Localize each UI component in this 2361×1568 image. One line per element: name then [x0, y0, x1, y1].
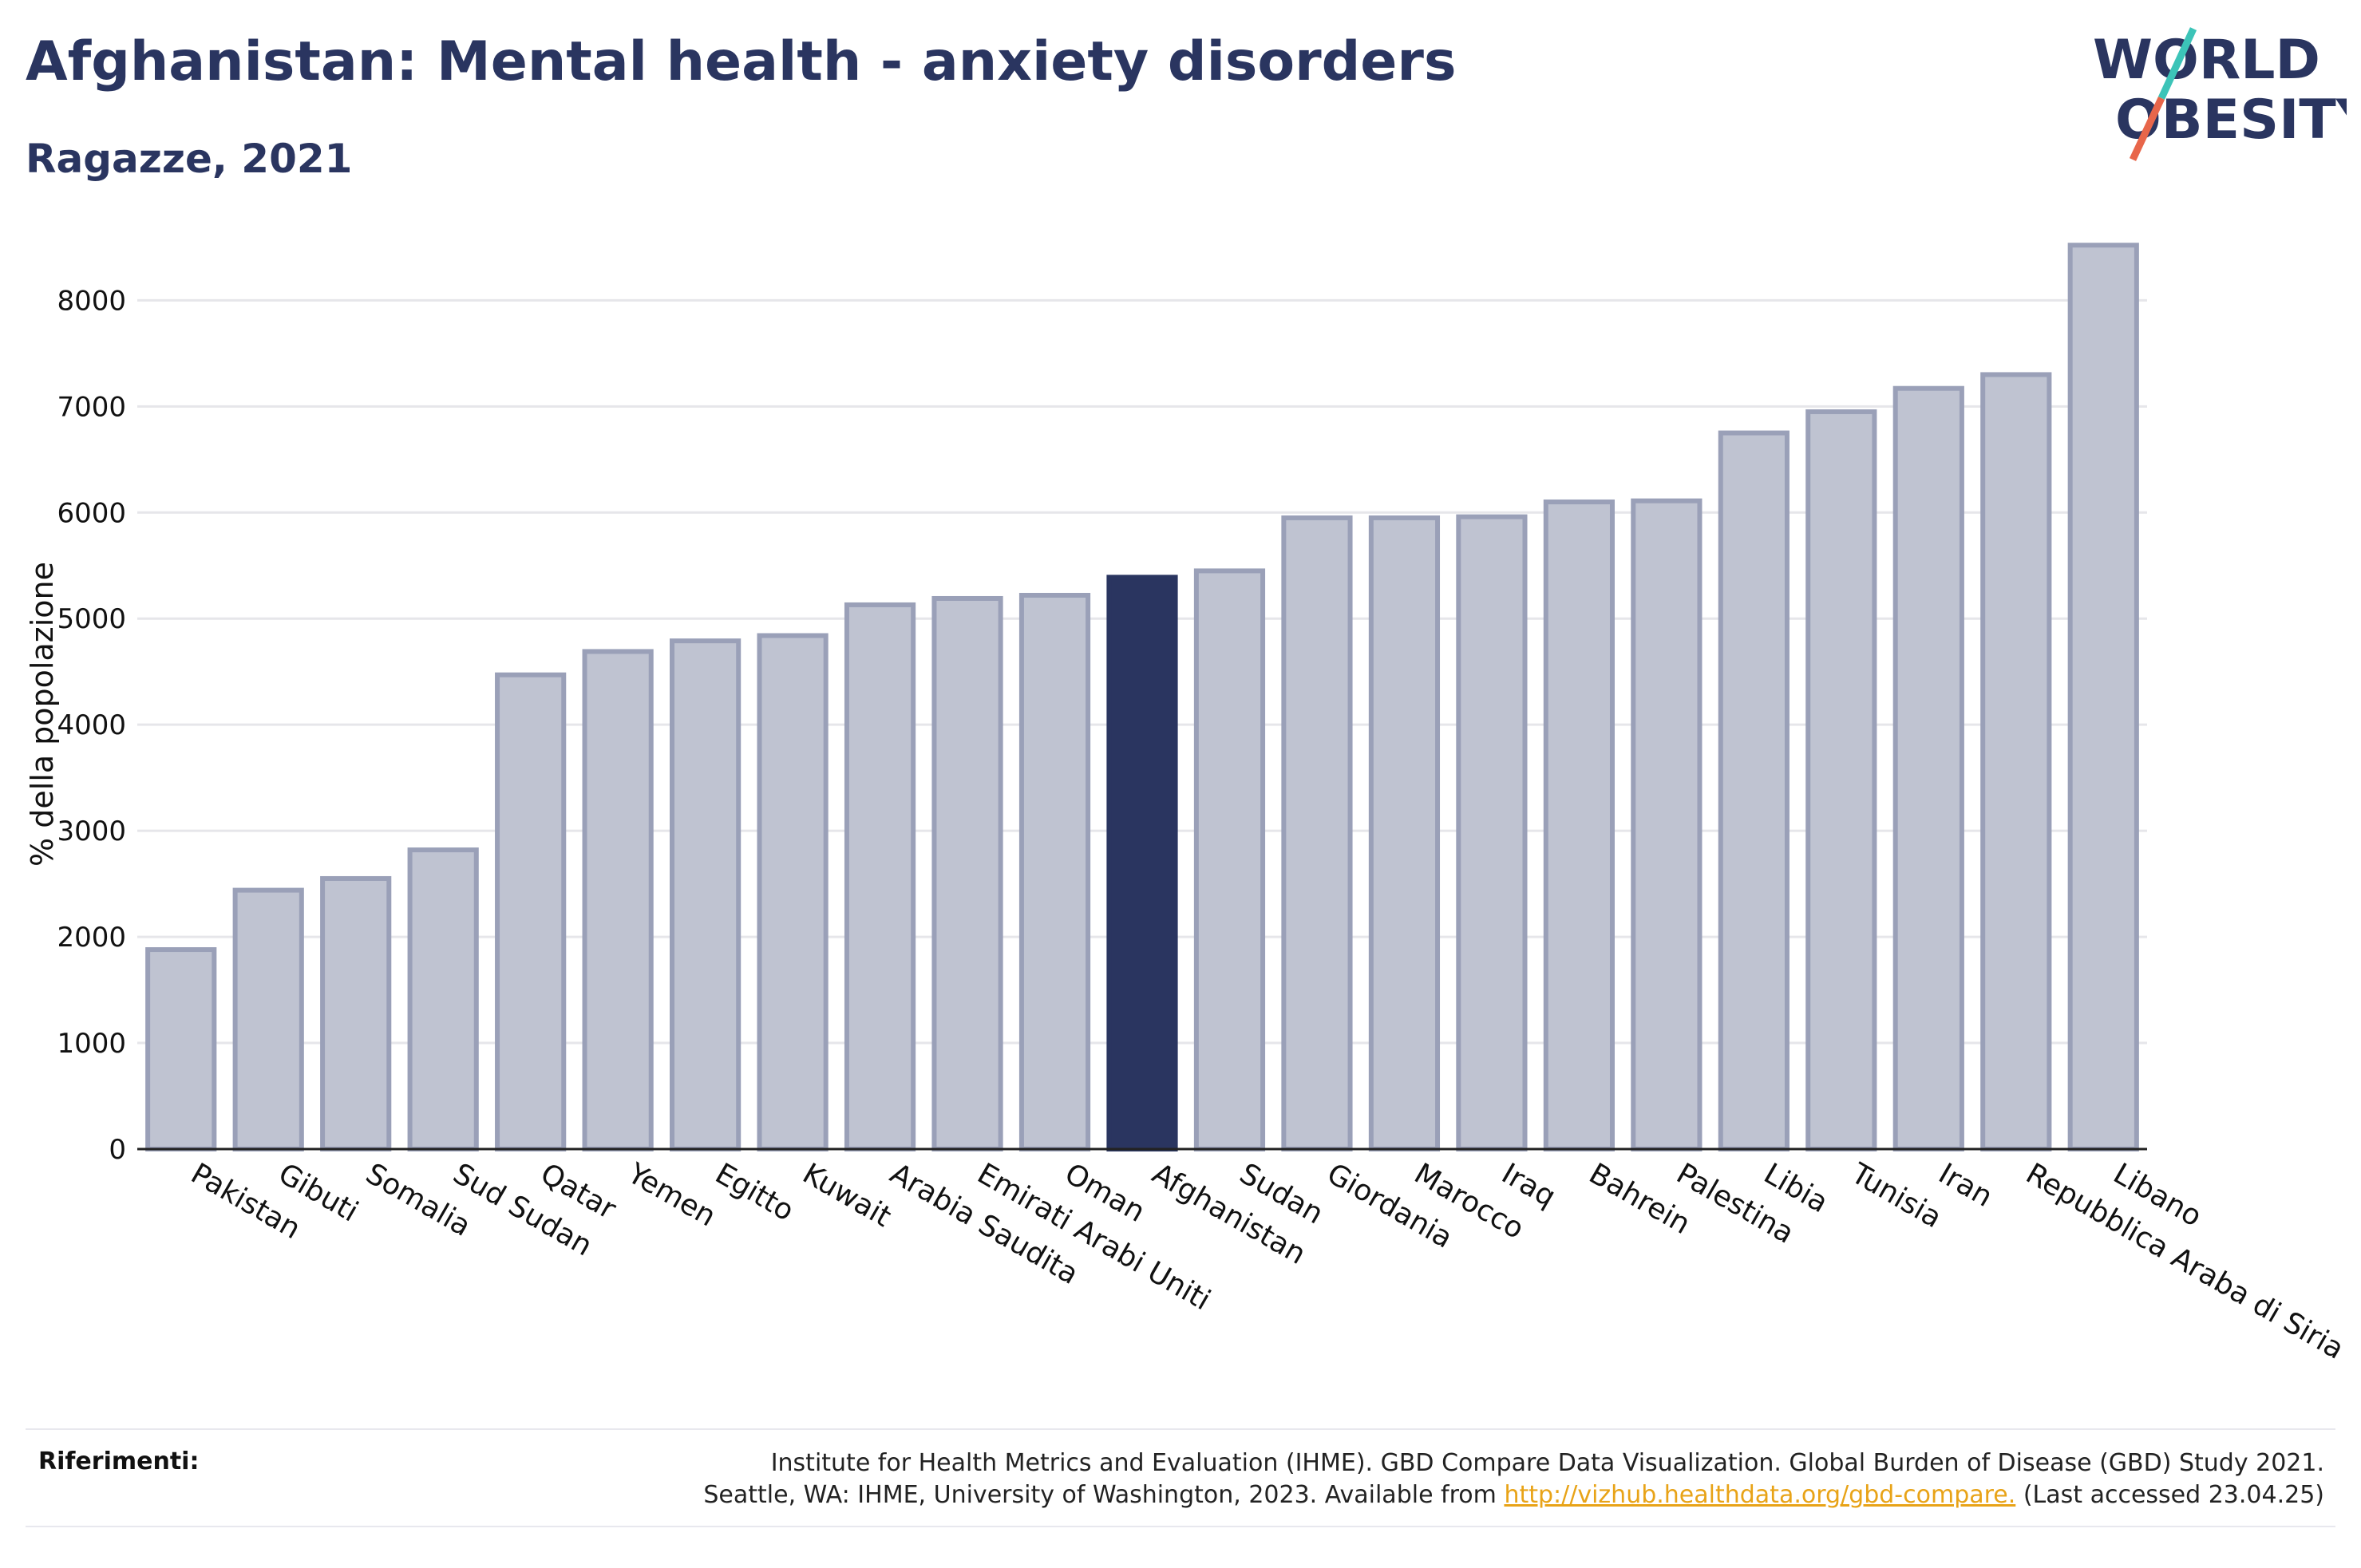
logo-slash-top	[2157, 27, 2197, 100]
y-tick-label: 3000	[57, 816, 126, 847]
bar	[2067, 243, 2139, 1151]
references-line-1: Institute for Health Metrics and Evaluat…	[770, 1449, 2324, 1477]
y-tick-label: 8000	[57, 285, 126, 317]
y-tick-label: 6000	[57, 497, 126, 529]
logo-slash-bottom	[2129, 97, 2165, 161]
references-section: Riferimenti: Institute for Health Metric…	[26, 1428, 2335, 1527]
bar	[495, 672, 567, 1151]
y-tick-label: 1000	[57, 1028, 126, 1060]
chart-subtitle: Ragazze, 2021	[26, 136, 353, 182]
world-obesity-logo: WORLD OBESITY	[2093, 27, 2347, 161]
bar	[1018, 592, 1091, 1151]
y-axis-label: % della popolazione	[25, 562, 60, 867]
references-line-2-prefix: Seattle, WA: IHME, University of Washing…	[703, 1481, 1497, 1509]
references-line-2: Seattle, WA: IHME, University of Washing…	[329, 1479, 2324, 1511]
y-tick-label: 0	[109, 1134, 126, 1166]
bar	[1543, 499, 1615, 1151]
x-tick-label: Bahrein	[1584, 1157, 1695, 1241]
bar	[1456, 514, 1528, 1151]
bar	[1368, 515, 1441, 1151]
references-line-2-suffix: (Last accessed 23.04.25)	[2023, 1481, 2324, 1509]
x-tick-label: Repubblica Araba di Siria	[2020, 1157, 2349, 1366]
bar	[1980, 372, 2052, 1151]
bar-chart: 0 1000 2000 3000 4000 5000 6000 7000 8000 % della…	[25, 243, 2349, 1366]
bar	[1193, 568, 1266, 1151]
x-tick-label: Tunisia	[1845, 1157, 1947, 1234]
y-tick-label: 2000	[57, 922, 126, 954]
bar	[931, 595, 1003, 1151]
bar	[1892, 385, 1964, 1152]
x-tick-label: Kuwait	[797, 1157, 897, 1234]
x-tick-label: Egitto	[710, 1157, 799, 1227]
bar	[1631, 498, 1703, 1151]
bar	[844, 602, 916, 1151]
logo-word-world: WORLD	[2093, 29, 2320, 92]
chart-title: Afghanistan: Mental health - anxiety dis…	[26, 30, 1457, 93]
y-tick-label: 7000	[57, 391, 126, 423]
bar	[1281, 515, 1353, 1151]
bar	[320, 875, 392, 1152]
bar	[757, 633, 829, 1151]
references-label: Riferimenti:	[38, 1448, 200, 1475]
bar	[582, 649, 654, 1151]
bar	[145, 947, 217, 1151]
bar	[1718, 430, 1790, 1151]
references-link[interactable]: http://vizhub.healthdata.org/gbd-compare…	[1504, 1481, 2016, 1509]
y-tick-label: 4000	[57, 709, 126, 741]
references-text: Institute for Health Metrics and Evaluat…	[329, 1448, 2324, 1511]
x-tick-label: Yemen	[622, 1157, 722, 1234]
y-tick-label: 5000	[57, 603, 126, 635]
bar	[232, 887, 304, 1152]
bar	[1805, 409, 1877, 1151]
bar-highlighted	[1106, 575, 1178, 1151]
bar	[670, 638, 742, 1151]
bar	[407, 847, 479, 1152]
